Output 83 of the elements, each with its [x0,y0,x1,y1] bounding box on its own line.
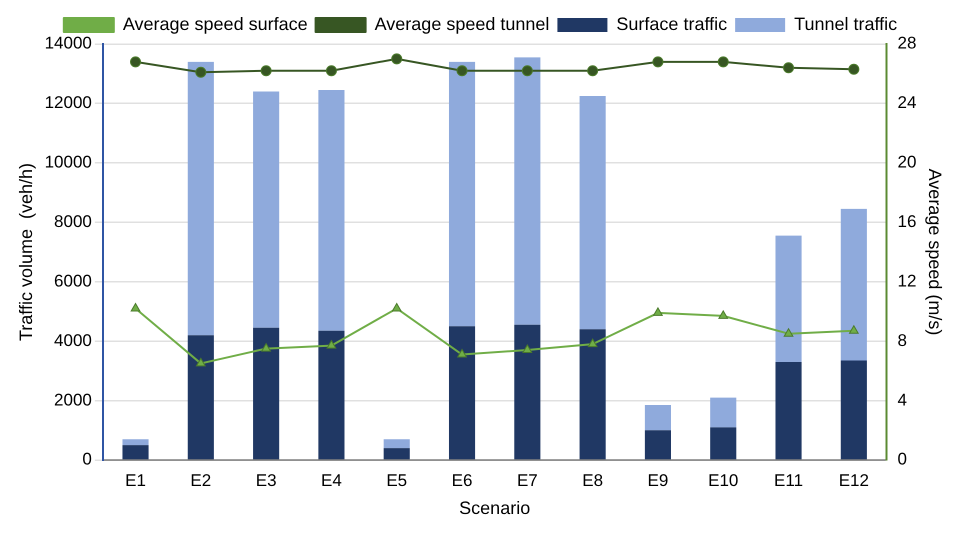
point [784,328,794,337]
y2-tick-label: 16 [897,212,916,231]
legend-label: Tunnel traffic [794,14,898,34]
y2-axis-title: Average speed (m/s) [925,168,946,336]
bar [514,57,540,325]
x-tick-label: E5 [386,470,408,490]
point [522,344,532,354]
bar [448,326,476,460]
point [392,302,402,312]
y-tick-label: 4000 [54,330,92,350]
point [130,56,142,68]
bar [840,208,867,360]
bar [710,427,736,460]
x-axis-title: Scenario [459,498,530,518]
x-tick-label: E8 [582,470,604,490]
legend-label: Average speed tunnel [374,14,550,34]
bar [253,92,280,328]
x-tick-label: E11 [774,470,804,490]
point [456,65,468,76]
x-tick-label: E2 [190,470,212,490]
y2-tick-label: 28 [897,34,916,53]
y-tick-label: 0 [82,450,92,469]
y2-tick-label: 24 [897,93,916,112]
bar [840,360,867,460]
bar [318,330,344,460]
bar [253,328,280,460]
bar [448,62,476,326]
point [196,358,206,366]
bar [514,324,540,460]
bar [188,335,214,460]
bar [580,96,606,330]
bar [580,329,606,460]
x-tick-label: E1 [125,470,146,490]
x-tick-label: E7 [516,470,538,490]
y-tick-label: 14000 [44,34,92,53]
point [457,349,467,358]
bar [775,362,802,460]
y-tick-label: 12000 [44,93,92,112]
bar [384,439,410,448]
bar [710,398,736,428]
point [195,66,206,78]
x-tick-label: E6 [452,470,472,490]
point [587,65,598,76]
point [783,62,794,74]
bar [188,62,214,336]
y-tick-label: 8000 [54,212,92,231]
y2-tick-label: 8 [897,330,907,350]
point [848,64,860,75]
point [260,65,272,76]
point [653,307,663,316]
point [652,56,664,68]
point [261,343,271,352]
bar [318,90,344,331]
point [849,325,859,334]
point [391,53,402,64]
y2-tick-label: 4 [897,390,907,410]
bar [122,445,149,460]
y-tick-label: 2000 [54,390,92,410]
point [130,302,140,312]
x-tick-label: E3 [256,470,277,490]
bar [644,405,671,430]
point [326,65,337,76]
y2-tick-label: 20 [897,152,916,172]
y-tick-label: 10000 [44,152,92,172]
point [522,65,533,76]
y-tick-label: 6000 [54,271,92,290]
x-tick-label: E12 [838,470,869,490]
bar [122,439,149,446]
bar [775,236,802,362]
y2-tick-label: 12 [897,271,916,290]
x-tick-label: E10 [708,470,738,490]
point [326,340,336,349]
point [588,338,598,348]
x-tick-label: E9 [648,470,668,490]
bar [384,448,410,460]
x-tick-label: E4 [321,470,342,490]
bar [644,430,671,460]
point [718,56,729,68]
legend-label: Average speed surface [122,14,308,34]
y2-tick-label: 0 [897,450,907,469]
point [718,310,728,319]
y-axis-title: Traffic volume (veh/h) [16,162,36,342]
legend-label: Surface traffic [616,14,728,34]
